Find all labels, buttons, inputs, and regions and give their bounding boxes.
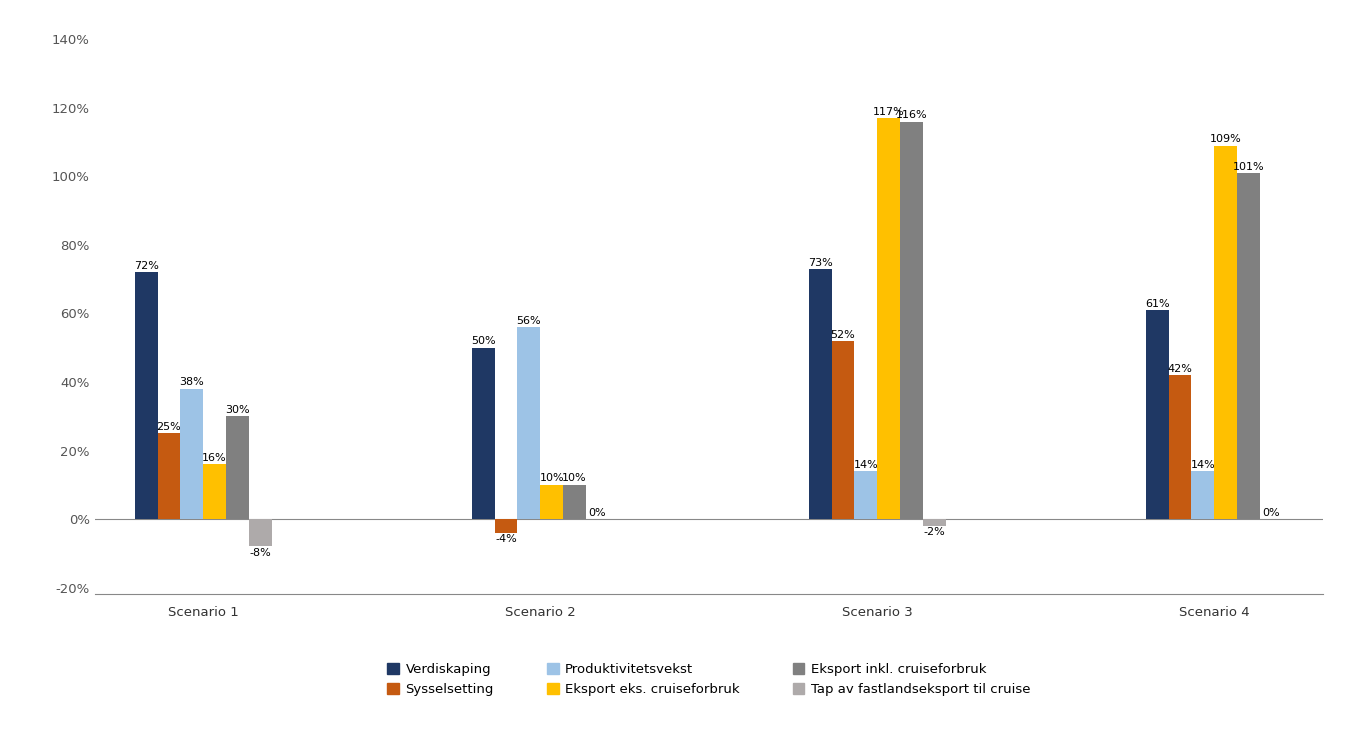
Bar: [900, 122, 923, 519]
Text: 10%: 10%: [540, 473, 564, 484]
Text: 0%: 0%: [1262, 507, 1280, 518]
Text: 25%: 25%: [157, 422, 181, 432]
Text: 0%: 0%: [589, 507, 606, 518]
Text: 61%: 61%: [1145, 299, 1169, 308]
Bar: [1214, 146, 1237, 519]
Text: 38%: 38%: [180, 377, 204, 388]
Text: 56%: 56%: [517, 316, 541, 326]
Bar: [1146, 310, 1169, 519]
Bar: [158, 433, 181, 519]
Bar: [471, 348, 494, 519]
Bar: [517, 327, 540, 519]
Text: 52%: 52%: [830, 329, 856, 340]
Text: 42%: 42%: [1168, 364, 1192, 374]
Bar: [832, 341, 855, 519]
Text: 10%: 10%: [562, 473, 587, 484]
Text: 14%: 14%: [853, 460, 879, 470]
Text: -2%: -2%: [923, 528, 945, 537]
Bar: [248, 519, 271, 546]
Text: 109%: 109%: [1210, 134, 1242, 144]
Bar: [923, 519, 946, 526]
Text: 73%: 73%: [807, 258, 833, 267]
Bar: [181, 389, 204, 519]
Text: 101%: 101%: [1233, 162, 1265, 172]
Bar: [540, 484, 563, 519]
Bar: [855, 471, 878, 519]
Bar: [225, 416, 248, 519]
Bar: [204, 464, 225, 519]
Text: 72%: 72%: [134, 261, 158, 271]
Text: 16%: 16%: [202, 452, 227, 463]
Bar: [809, 269, 832, 519]
Text: 50%: 50%: [471, 337, 495, 346]
Bar: [494, 519, 517, 533]
Bar: [1169, 375, 1192, 519]
Legend: Verdiskaping, Sysselsetting, Produktivitetsvekst, Eksport eks. cruiseforbruk, Ek: Verdiskaping, Sysselsetting, Produktivit…: [381, 656, 1037, 702]
Text: 116%: 116%: [895, 110, 927, 120]
Bar: [1192, 471, 1214, 519]
Text: -8%: -8%: [250, 548, 271, 558]
Text: 30%: 30%: [225, 405, 250, 415]
Bar: [878, 118, 900, 519]
Text: -4%: -4%: [495, 534, 517, 544]
Bar: [135, 273, 158, 519]
Bar: [563, 484, 586, 519]
Text: 117%: 117%: [873, 107, 905, 117]
Bar: [1237, 173, 1260, 519]
Text: 14%: 14%: [1191, 460, 1215, 470]
